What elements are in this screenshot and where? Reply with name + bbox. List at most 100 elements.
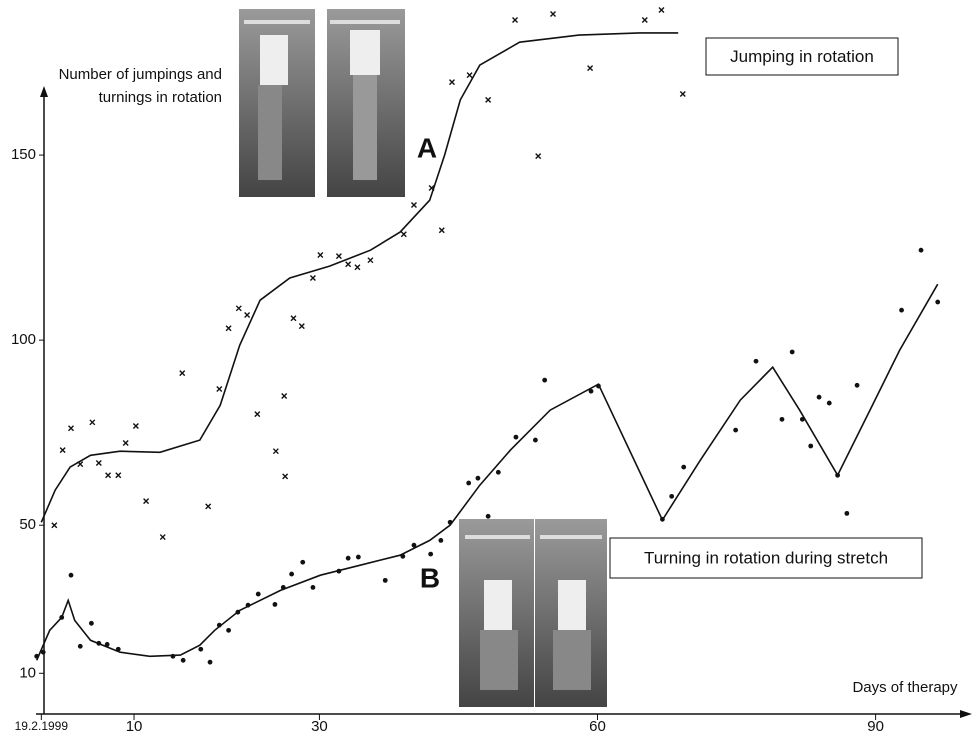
point (273, 602, 278, 607)
point (89, 621, 94, 626)
point (533, 438, 538, 443)
point (299, 324, 304, 329)
point (311, 585, 316, 590)
point (300, 560, 305, 565)
point (919, 248, 924, 253)
point (513, 17, 518, 22)
point (78, 462, 83, 467)
point (180, 371, 185, 376)
point (90, 420, 95, 425)
photo-jumping (239, 9, 405, 197)
curve-label: B (420, 562, 440, 593)
point (827, 401, 832, 406)
point (217, 387, 222, 392)
point (439, 228, 444, 233)
x-tick-label: 90 (867, 718, 884, 735)
point (181, 658, 186, 663)
point (226, 326, 231, 331)
point (273, 449, 278, 454)
point (105, 642, 110, 647)
chart: Number of jumpings and turnings in rotat… (0, 0, 975, 735)
point (310, 275, 315, 280)
point (336, 254, 341, 259)
point (171, 654, 176, 659)
point (144, 499, 149, 504)
point (282, 394, 287, 399)
point (542, 378, 547, 383)
point (401, 232, 406, 237)
point (486, 97, 491, 102)
point (206, 504, 211, 509)
point (780, 417, 785, 422)
point (790, 350, 795, 355)
point (754, 359, 759, 364)
point (291, 316, 296, 321)
point (346, 262, 351, 267)
point (123, 441, 128, 446)
point (383, 578, 388, 583)
point (160, 535, 165, 540)
x-tick-label: 19.2.1999 (15, 719, 69, 733)
point (551, 12, 556, 17)
point (681, 465, 686, 470)
point (52, 523, 57, 528)
x-tick-label: 30 (311, 718, 328, 735)
point (400, 554, 405, 559)
point (106, 473, 111, 478)
point (448, 520, 453, 525)
point (59, 615, 64, 620)
point (449, 80, 454, 85)
point (589, 389, 594, 394)
photo-stretch (459, 519, 607, 707)
y-tick-label: 100 (11, 331, 36, 348)
point (283, 474, 288, 479)
point (808, 444, 813, 449)
point (235, 610, 240, 615)
point (817, 395, 822, 400)
point (476, 476, 481, 481)
point (514, 435, 519, 440)
point (208, 660, 213, 665)
y-axis-title: turnings in rotation (99, 89, 222, 106)
point (96, 641, 101, 646)
point (60, 448, 65, 453)
point (236, 306, 241, 311)
x-axis-arrow (960, 710, 972, 718)
point (428, 552, 433, 557)
y-axis-arrow (40, 86, 48, 97)
point (116, 647, 121, 652)
point (669, 494, 674, 499)
point (466, 481, 471, 486)
point (198, 647, 203, 652)
y-tick-label: 150 (11, 146, 36, 163)
point (34, 654, 39, 659)
point (346, 556, 351, 561)
point (289, 572, 294, 577)
point (246, 603, 251, 608)
x-axis-title: Days of therapy (852, 679, 958, 696)
point (935, 300, 940, 305)
point (596, 384, 601, 389)
point (660, 517, 665, 522)
y-tick-label: 50 (19, 516, 36, 533)
point (41, 650, 46, 655)
point (412, 543, 417, 548)
point (69, 573, 74, 578)
point (835, 473, 840, 478)
point (496, 470, 501, 475)
point (78, 644, 83, 649)
legend-label: Turning in rotation during stretch (644, 548, 888, 567)
point (642, 17, 647, 22)
point (800, 417, 805, 422)
x-tick-label: 10 (126, 718, 143, 735)
point (217, 623, 222, 628)
point (536, 154, 541, 159)
point (438, 538, 443, 543)
point (255, 412, 260, 417)
point (733, 428, 738, 433)
point (336, 569, 341, 574)
curve-label: A (417, 132, 437, 163)
point (116, 473, 121, 478)
point (355, 265, 360, 270)
point (96, 461, 101, 466)
